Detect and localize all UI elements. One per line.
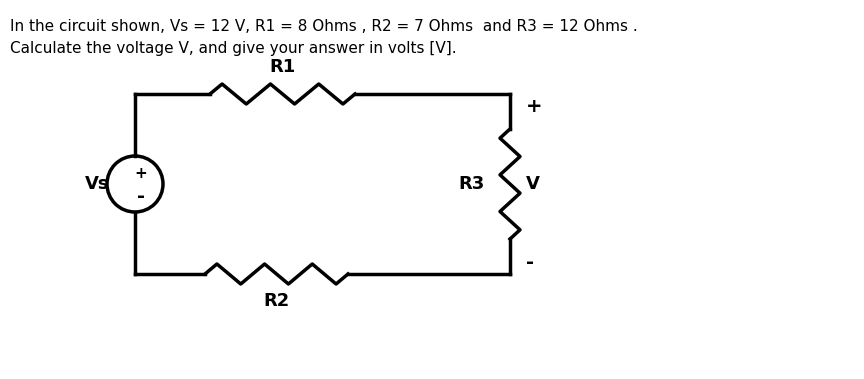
Text: R2: R2: [264, 292, 289, 310]
Text: Calculate the voltage V, and give your answer in volts [V].: Calculate the voltage V, and give your a…: [10, 41, 457, 56]
Text: R1: R1: [270, 58, 295, 76]
Text: In the circuit shown, Vs = 12 V, R1 = 8 Ohms , R2 = 7 Ohms  and R3 = 12 Ohms .: In the circuit shown, Vs = 12 V, R1 = 8 …: [10, 19, 638, 34]
Text: -: -: [526, 252, 534, 271]
Text: +: +: [135, 166, 148, 180]
Text: Vs: Vs: [85, 175, 110, 193]
Text: R3: R3: [459, 175, 485, 193]
Text: -: -: [137, 186, 145, 205]
Text: V: V: [526, 175, 540, 193]
Text: +: +: [526, 97, 543, 116]
